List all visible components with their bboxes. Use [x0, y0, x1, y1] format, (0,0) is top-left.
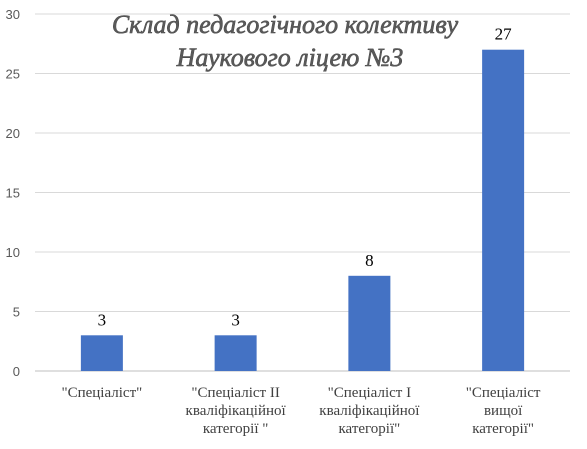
x-axis-ticks: "Спеціаліст" "Спеціаліст ІІ кваліфікаційно…: [61, 385, 540, 437]
data-label: 3: [98, 310, 107, 329]
data-label: 27: [495, 25, 513, 44]
chart-title-line-2: Наукового ліцею №3: [176, 43, 404, 72]
y-tick-label: 20: [6, 126, 20, 141]
bars: [80, 49, 525, 371]
x-tick-label: "Спеціаліст": [61, 385, 142, 401]
bar: [348, 275, 391, 371]
y-tick-label: 5: [13, 305, 20, 320]
y-tick-label: 0: [13, 364, 20, 379]
x-tick-label: "Спеціаліст вищої категорії": [466, 385, 541, 437]
chart-title-line-1: Склад педагогічного колективу: [112, 10, 459, 39]
data-label: 3: [231, 310, 240, 329]
bar: [214, 335, 257, 371]
y-tick-label: 25: [6, 67, 20, 82]
bar: [80, 335, 123, 371]
x-tick-label: "Спеціаліст ІІ кваліфікаційної категорії ": [186, 385, 287, 437]
gridlines: [35, 13, 570, 372]
y-tick-label: 30: [6, 7, 20, 22]
y-tick-label: 10: [6, 245, 20, 260]
y-tick-label: 15: [6, 186, 20, 201]
y-axis-ticks: 0 5 10 15 20 25 30: [6, 7, 20, 379]
bar: [482, 49, 525, 371]
data-labels: 3 3 8 27: [98, 25, 513, 330]
data-label: 8: [365, 251, 374, 270]
